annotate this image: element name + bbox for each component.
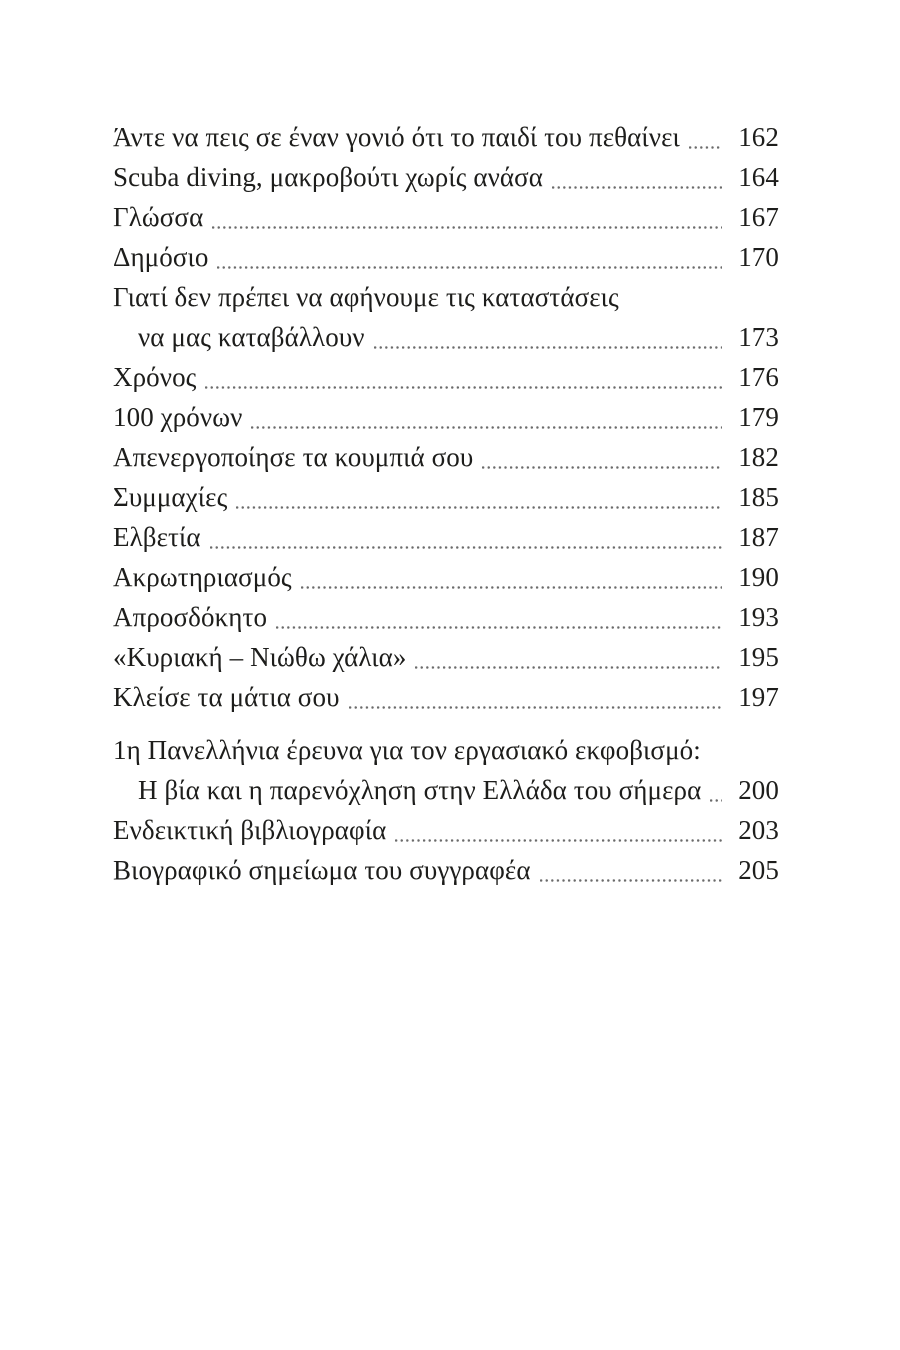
- toc-entry-page-number: 195: [738, 642, 779, 672]
- toc-entry: Βιογραφικό σημείωμα του συγγραφέα 205: [113, 850, 779, 890]
- dot-leader: [205, 386, 722, 389]
- toc-entry: Χρόνος 176: [113, 357, 779, 397]
- toc-entry-title-line1: 1η Πανελλήνια έρευνα για τον εργασιακό ε…: [113, 735, 701, 765]
- toc-entry-row: Ακρωτηριασμός 190: [113, 557, 779, 597]
- toc-entry: Ελβετία 187: [113, 517, 779, 557]
- toc-entry-page-number: 185: [738, 482, 779, 512]
- toc-entry-row: Χρόνος 176: [113, 357, 779, 397]
- toc-entry-page-number: 162: [738, 122, 779, 152]
- toc-entry-page-number: 164: [738, 162, 779, 192]
- toc-entry-title-line1: Γιατί δεν πρέπει να αφήνουμε τις καταστά…: [113, 282, 619, 312]
- toc-entry-title: Άντε να πεις σε έναν γονιό ότι το παιδί …: [113, 122, 680, 152]
- dot-leader: [209, 546, 722, 549]
- toc-entry-page-number: 176: [738, 362, 779, 392]
- toc-entry-row: 100 χρόνων 179: [113, 397, 779, 437]
- toc-entry: Γλώσσα 167: [113, 197, 779, 237]
- toc-entry-title: Scuba diving, μακροβούτι χωρίς ανάσα: [113, 162, 544, 192]
- dot-leader: [482, 466, 722, 469]
- toc-entry-title-line2: Η βία και η παρενόχληση στην Ελλάδα του …: [138, 775, 702, 805]
- toc-entry-row: Γλώσσα 167: [113, 197, 779, 237]
- dot-leader: [373, 346, 722, 349]
- dot-leader: [415, 666, 722, 669]
- toc-entry: «Κυριακή – Νιώθω χάλια» 195: [113, 637, 779, 677]
- toc-entry: Γιατί δεν πρέπει να αφήνουμε τις καταστά…: [113, 277, 779, 357]
- toc-entry-title: Ελβετία: [113, 522, 201, 552]
- toc-entry-page-number: 200: [738, 775, 779, 805]
- toc-entry-row: Συμμαχίες 185: [113, 477, 779, 517]
- dot-leader: [710, 799, 722, 802]
- toc-entry-title: Βιογραφικό σημείωμα του συγγραφέα: [113, 855, 531, 885]
- dot-leader: [276, 626, 722, 629]
- toc-entry-row: Δημόσιο 170: [113, 237, 779, 277]
- toc-entry: 1η Πανελλήνια έρευνα για τον εργασιακό ε…: [113, 730, 779, 810]
- toc-entry-title: Απροσδόκητο: [113, 602, 268, 632]
- dot-leader: [552, 186, 722, 189]
- dot-leader: [236, 506, 722, 509]
- toc-entry: Ακρωτηριασμός 190: [113, 557, 779, 597]
- dot-leader: [688, 146, 722, 149]
- toc-entry: Συμμαχίες 185: [113, 477, 779, 517]
- toc-entry: Κλείσε τα μάτια σου 197: [113, 677, 779, 717]
- toc-entry-page-number: 187: [738, 522, 779, 552]
- toc-entry-title: Συμμαχίες: [113, 482, 228, 512]
- toc-entry-title: Ενδεικτική βιβλιογραφία: [113, 815, 387, 845]
- toc-entry-page-number: 203: [738, 815, 779, 845]
- toc-entry-title: 100 χρόνων: [113, 402, 243, 432]
- toc-entry: Scuba diving, μακροβούτι χωρίς ανάσα 164: [113, 157, 779, 197]
- toc-entry: Απροσδόκητο 193: [113, 597, 779, 637]
- dot-leader: [348, 706, 722, 709]
- toc-entry-row: Βιογραφικό σημείωμα του συγγραφέα 205: [113, 850, 779, 890]
- toc-entry-title: Κλείσε τα μάτια σου: [113, 682, 340, 712]
- toc-entry-title: Απενεργοποίησε τα κουμπιά σου: [113, 442, 474, 472]
- toc-entry: 100 χρόνων 179: [113, 397, 779, 437]
- toc-entry-row: Η βία και η παρενόχληση στην Ελλάδα του …: [113, 770, 779, 810]
- toc-entry-row: Ενδεικτική βιβλιογραφία 203: [113, 810, 779, 850]
- dot-leader: [217, 266, 722, 269]
- toc-entry-row: Κλείσε τα μάτια σου 197: [113, 677, 779, 717]
- toc-entry-page-number: 182: [738, 442, 779, 472]
- toc-entry-row: Άντε να πεις σε έναν γονιό ότι το παιδί …: [113, 117, 779, 157]
- dot-leader: [300, 586, 722, 589]
- toc-entry-page-number: 170: [738, 242, 779, 272]
- toc-entry-page-number: 167: [738, 202, 779, 232]
- toc-entry-title: Δημόσιο: [113, 242, 209, 272]
- toc-entry: Άντε να πεις σε έναν γονιό ότι το παιδί …: [113, 117, 779, 157]
- toc-entry-title: Γλώσσα: [113, 202, 204, 232]
- dot-leader: [212, 226, 722, 229]
- toc-entry-row: Scuba diving, μακροβούτι χωρίς ανάσα 164: [113, 157, 779, 197]
- toc-entry-page-number: 190: [738, 562, 779, 592]
- toc-entry-page-number: 193: [738, 602, 779, 632]
- toc-entry: Απενεργοποίησε τα κουμπιά σου 182: [113, 437, 779, 477]
- dot-leader: [539, 879, 722, 882]
- toc-entry-row: Ελβετία 187: [113, 517, 779, 557]
- toc-entry-title: «Κυριακή – Νιώθω χάλια»: [113, 642, 407, 672]
- toc-entry-title-line2: να μας καταβάλλουν: [138, 322, 365, 352]
- toc-entry-row: «Κυριακή – Νιώθω χάλια» 195: [113, 637, 779, 677]
- toc-entry-page-number: 179: [738, 402, 779, 432]
- toc-entry: Δημόσιο 170: [113, 237, 779, 277]
- toc-entry: Ενδεικτική βιβλιογραφία 203: [113, 810, 779, 850]
- dot-leader: [395, 839, 722, 842]
- toc-entry-row: να μας καταβάλλουν 173: [113, 317, 779, 357]
- toc-entry-row: Απροσδόκητο 193: [113, 597, 779, 637]
- toc-entry-page-number: 173: [738, 322, 779, 352]
- toc-entry-page-number: 197: [738, 682, 779, 712]
- toc-entry-title: Ακρωτηριασμός: [113, 562, 292, 592]
- toc-entry-page-number: 205: [738, 855, 779, 885]
- toc-entry-title: Χρόνος: [113, 362, 197, 392]
- toc-list: Άντε να πεις σε έναν γονιό ότι το παιδί …: [113, 117, 779, 890]
- toc-entry-row: Απενεργοποίησε τα κουμπιά σου 182: [113, 437, 779, 477]
- dot-leader: [251, 426, 722, 429]
